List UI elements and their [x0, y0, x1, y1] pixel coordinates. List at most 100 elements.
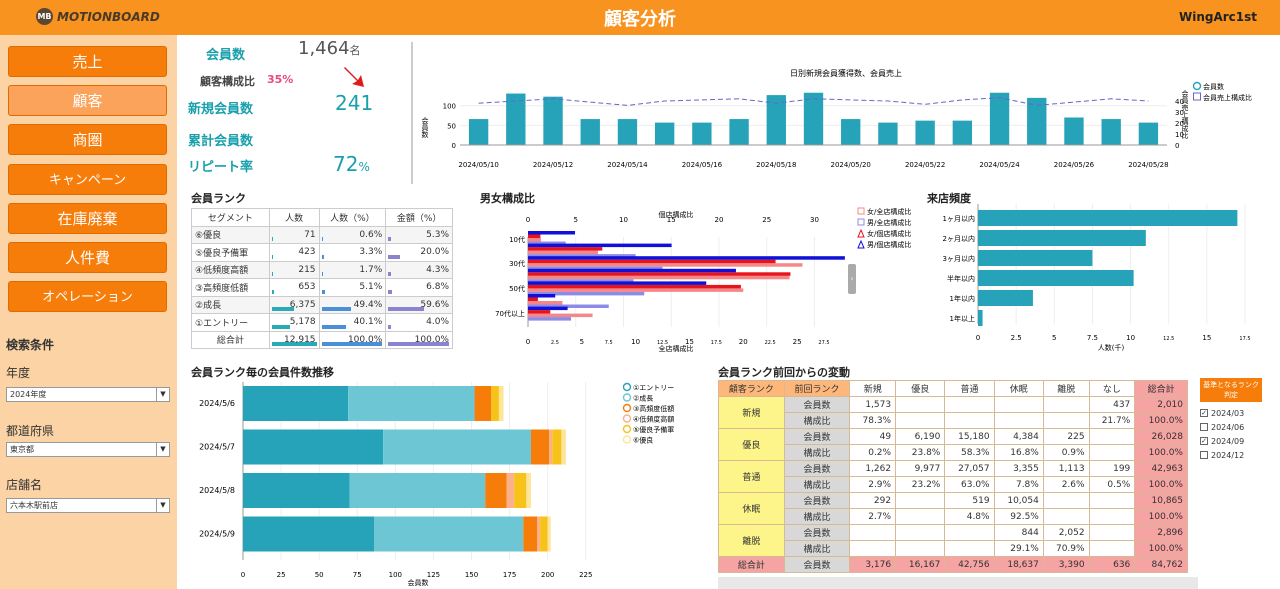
gender-legend-label: 男/個店構成比: [867, 240, 911, 249]
male-all-bar: [528, 304, 609, 308]
visit-x-tick: 7.5: [1087, 334, 1098, 342]
nav-item-1[interactable]: 顧客: [8, 85, 167, 117]
rank-header-row: セグメント 人数 人数（%） 金額（%）: [191, 208, 453, 227]
checkbox-icon[interactable]: ✓: [1200, 409, 1208, 417]
movement-cell: [944, 540, 995, 557]
nav-item-0[interactable]: 売上: [8, 46, 167, 77]
members-value: 1,464名: [298, 38, 361, 59]
sales-ratio-line: [478, 97, 1149, 106]
rank-cell: ③高頻度低額: [191, 278, 270, 297]
female-store-bar: [528, 284, 741, 289]
bottom-tick: 12.5: [657, 340, 668, 346]
rank-cell-text: 71: [304, 229, 316, 240]
gender-title: 男女構成比: [480, 192, 535, 205]
horizontal-scrollbar[interactable]: [718, 577, 1198, 589]
rank-table: セグメント 人数 人数（%） 金額（%） ⑥優良 71 0.6% 5.3% ⑤優良予備軍 423 3…: [191, 208, 453, 349]
movement-cell: 6,190: [895, 428, 946, 445]
criteria-item[interactable]: 2024/12: [1200, 448, 1262, 462]
collapse-handle[interactable]: ›: [848, 264, 856, 294]
trend-legend-label: ⑥優良: [633, 436, 653, 445]
movement-row: 構成比 2.7% 4.8% 92.5% 100.0%: [719, 508, 1188, 525]
legend-circle-icon: [622, 403, 632, 413]
movement-cell: 2,010: [1134, 396, 1188, 413]
checkbox-icon[interactable]: [1200, 423, 1208, 431]
prefecture-select[interactable]: 東京都 ▼: [6, 442, 170, 457]
male-store-bar: [528, 243, 672, 248]
members-label: 会員数: [206, 48, 246, 63]
rank-cell: 5,178: [268, 313, 320, 332]
movement-cell: 84,762: [1134, 556, 1188, 573]
daily-bar: [468, 119, 489, 145]
movement-row: 優良 会員数 49 6,190 15,180 4,384 225 26,028: [718, 428, 1188, 461]
gender-top-label: 個店構成比: [659, 210, 694, 219]
movement-cell: [1088, 524, 1136, 541]
movement-cell: 会員数: [783, 396, 851, 413]
store-select[interactable]: 六本木駅前店 ▼: [6, 498, 170, 513]
rank-cell: 100.0%: [385, 330, 453, 349]
rank-cell-text: 6.8%: [426, 282, 449, 293]
rank-cell-text: 4.3%: [426, 264, 449, 275]
bottom-tick: 25: [793, 338, 802, 346]
movement-cell: 844: [993, 524, 1044, 541]
nav-item-5[interactable]: 人件費: [8, 242, 167, 273]
movement-cell: [993, 396, 1044, 413]
checkbox-icon[interactable]: [1200, 451, 1208, 459]
prefecture-value: 東京都: [10, 445, 34, 454]
trend-x-label: 会員数: [408, 578, 429, 587]
criteria-item[interactable]: ✓ 2024/03: [1200, 406, 1262, 420]
nav-item-3[interactable]: キャンペーン: [8, 163, 167, 195]
new-members-value: 241: [335, 91, 374, 115]
prefecture-label: 都道府県: [6, 424, 55, 438]
criteria-item[interactable]: 2024/06: [1200, 420, 1262, 434]
movement-cell: 225: [1042, 428, 1090, 445]
rank-cell-text: 423: [298, 247, 316, 258]
movement-cell: [944, 412, 995, 429]
down-arrow-icon: [344, 67, 364, 87]
rank-cell: 1.7%: [318, 260, 387, 279]
daily-bar: [580, 119, 600, 145]
daily-bar: [543, 96, 563, 145]
movement-cell: 78.3%: [849, 412, 897, 429]
movement-cell: [993, 412, 1044, 429]
movement-cell: 会員数: [783, 524, 851, 541]
trend-segment: [243, 516, 375, 552]
fiscal-year-value: 2024年度: [10, 390, 47, 399]
fiscal-year-select[interactable]: 2024年度 ▼: [6, 387, 170, 402]
movement-cell: [1088, 508, 1136, 525]
nav-item-6[interactable]: オペレーション: [8, 281, 167, 313]
rank-cell: 総合計: [191, 330, 270, 349]
movement-cell: 15,180: [944, 428, 995, 445]
legend-triangle-icon: [857, 228, 865, 238]
legend-triangle-icon: [857, 239, 865, 249]
rank-cell-text: 3.3%: [359, 247, 383, 258]
movement-cell: 63.0%: [944, 476, 995, 493]
movement-cell: 636: [1088, 556, 1136, 573]
rank-cell-text: 100.0%: [414, 334, 449, 345]
movement-row: 離脱 会員数 844 2,052 2,896: [718, 524, 1188, 557]
x-tick: 2024/05/28: [1128, 161, 1168, 169]
rank-cell-text: 653: [298, 282, 316, 293]
rank-count-bar: [271, 307, 294, 311]
movement-cell: 構成比: [783, 476, 851, 493]
movement-cell: [1088, 540, 1136, 557]
rank-cell-text: ⑤優良予備軍: [195, 248, 249, 259]
trend-segment: [514, 473, 527, 508]
movement-row: 新規 会員数 1,573 437 2,010: [718, 396, 1188, 429]
movement-cell: [1088, 492, 1136, 509]
fiscal-year-label: 年度: [6, 366, 31, 380]
movement-col-header: 新規: [849, 380, 897, 397]
criteria-item[interactable]: ✓ 2024/09: [1200, 434, 1262, 448]
rank-cell-text: 20.0%: [420, 247, 449, 258]
rank-cell: 100.0%: [318, 330, 387, 349]
repeat-rate-value: 72%: [333, 152, 370, 176]
rank-people-bar: [321, 289, 325, 294]
nav-item-2[interactable]: 商圏: [8, 124, 167, 156]
movement-cell: 519: [944, 492, 995, 509]
movement-cell: [1042, 396, 1090, 413]
checkbox-icon[interactable]: ✓: [1200, 437, 1208, 445]
movement-cell: [895, 396, 946, 413]
daily-bar: [915, 120, 935, 145]
visit-category: 半年以内: [947, 274, 975, 283]
nav-item-4[interactable]: 在庫廃棄: [8, 202, 167, 234]
rank-count-bar: [271, 272, 273, 276]
